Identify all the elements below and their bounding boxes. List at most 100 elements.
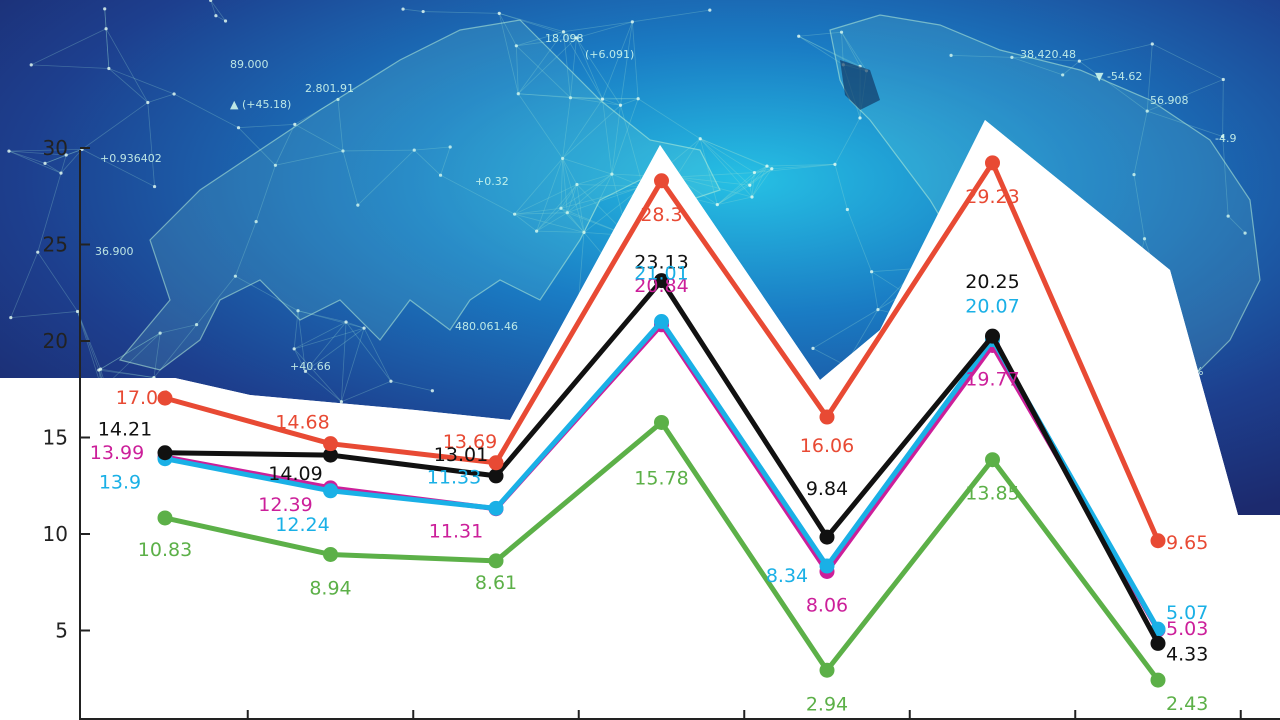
network-node xyxy=(64,153,68,157)
network-node xyxy=(273,163,278,167)
network-link xyxy=(576,184,585,233)
data-label: 21.01 xyxy=(634,263,688,285)
network-link xyxy=(699,138,751,186)
network-link xyxy=(536,212,568,232)
network-node xyxy=(561,30,566,34)
network-node xyxy=(1150,42,1154,46)
network-link xyxy=(749,185,753,198)
network-link xyxy=(147,93,175,103)
data-label: 13.9 xyxy=(99,472,141,494)
network-node xyxy=(765,164,769,168)
network-link xyxy=(841,31,861,67)
network-link xyxy=(297,310,306,372)
network-link xyxy=(620,21,633,106)
network-link xyxy=(562,104,621,159)
y-ticks: 5 10 15 20 25 30 xyxy=(43,136,90,643)
network-link xyxy=(717,168,773,205)
data-label: 17.04 xyxy=(116,387,170,409)
network-node xyxy=(568,96,573,100)
network-node xyxy=(770,167,774,171)
network-link xyxy=(37,173,62,253)
network-link xyxy=(105,28,110,69)
network-link xyxy=(754,163,836,173)
data-point xyxy=(654,314,669,330)
network-node xyxy=(797,34,801,38)
ticker-text: 89.000 xyxy=(230,58,269,71)
network-node xyxy=(1145,109,1149,113)
network-link xyxy=(498,13,517,46)
ticker-text-group: +0.936402 89.000 ▲ (+45.18) 2.801.91 18.098(… xyxy=(95,32,1236,378)
network-link xyxy=(699,138,753,198)
network-link xyxy=(562,158,585,233)
series-1 xyxy=(157,155,1166,549)
network-link xyxy=(536,207,562,232)
network-node xyxy=(833,162,837,166)
network-node xyxy=(152,184,157,189)
network-node xyxy=(103,7,107,11)
network-link xyxy=(576,173,612,185)
network-link xyxy=(536,230,584,233)
network-link xyxy=(1079,43,1153,62)
network-link xyxy=(675,138,701,178)
network-link xyxy=(562,98,603,159)
network-link xyxy=(37,251,78,312)
network-link xyxy=(100,332,161,370)
network-node xyxy=(1243,231,1247,235)
network-link xyxy=(363,327,392,382)
network-link xyxy=(563,31,603,100)
ticker-text: +40.66 xyxy=(290,360,331,373)
network-link xyxy=(516,31,564,47)
y-tick-label: 25 xyxy=(43,233,68,257)
ticker-text: 480.061.46 xyxy=(455,320,518,333)
network-link xyxy=(60,154,67,174)
data-label: 12.24 xyxy=(275,514,329,536)
network-link xyxy=(238,127,276,166)
data-label: 8.06 xyxy=(806,594,848,616)
y-tick-label: 20 xyxy=(43,329,68,353)
series-5 xyxy=(157,414,1166,688)
ticker-text: (+6.091) xyxy=(585,48,634,61)
network-link xyxy=(631,21,639,99)
network-link xyxy=(235,275,299,312)
series-layer xyxy=(157,155,1166,688)
network-link xyxy=(345,321,392,382)
network-link xyxy=(275,150,344,166)
network-node xyxy=(630,20,634,24)
network-link xyxy=(517,31,564,94)
network-link xyxy=(611,98,639,175)
data-label: 13.85 xyxy=(965,483,1019,505)
network-node xyxy=(1142,237,1147,241)
network-node xyxy=(513,212,517,216)
network-link xyxy=(749,172,755,186)
data-point xyxy=(654,414,669,430)
network-node xyxy=(172,92,176,96)
network-link xyxy=(766,163,835,167)
bull-icon xyxy=(118,19,721,371)
ticker-text: +0.32 xyxy=(475,175,509,188)
data-label: 10.83 xyxy=(138,539,192,561)
data-label: 20.25 xyxy=(965,271,1019,293)
network-link xyxy=(751,165,768,198)
network-node xyxy=(362,326,366,330)
network-link xyxy=(611,173,644,187)
network-link xyxy=(305,321,347,372)
network-link xyxy=(834,117,861,165)
network-node xyxy=(949,53,953,57)
network-link xyxy=(1133,174,1145,239)
network-link xyxy=(413,149,441,176)
network-node xyxy=(43,161,47,165)
network-link xyxy=(498,13,519,94)
network-link xyxy=(699,138,718,205)
network-link xyxy=(717,196,753,206)
data-label: 28.3 xyxy=(640,204,682,226)
network-link xyxy=(147,102,155,187)
network-link xyxy=(340,321,347,402)
network-link xyxy=(255,165,276,222)
network-link xyxy=(10,252,39,318)
network-node xyxy=(107,66,111,71)
network-link xyxy=(293,348,342,402)
network-link xyxy=(1011,56,1080,62)
network-node xyxy=(839,30,844,34)
network-link xyxy=(414,146,451,151)
ticker-text: ▼ -54.62 xyxy=(1095,70,1142,83)
